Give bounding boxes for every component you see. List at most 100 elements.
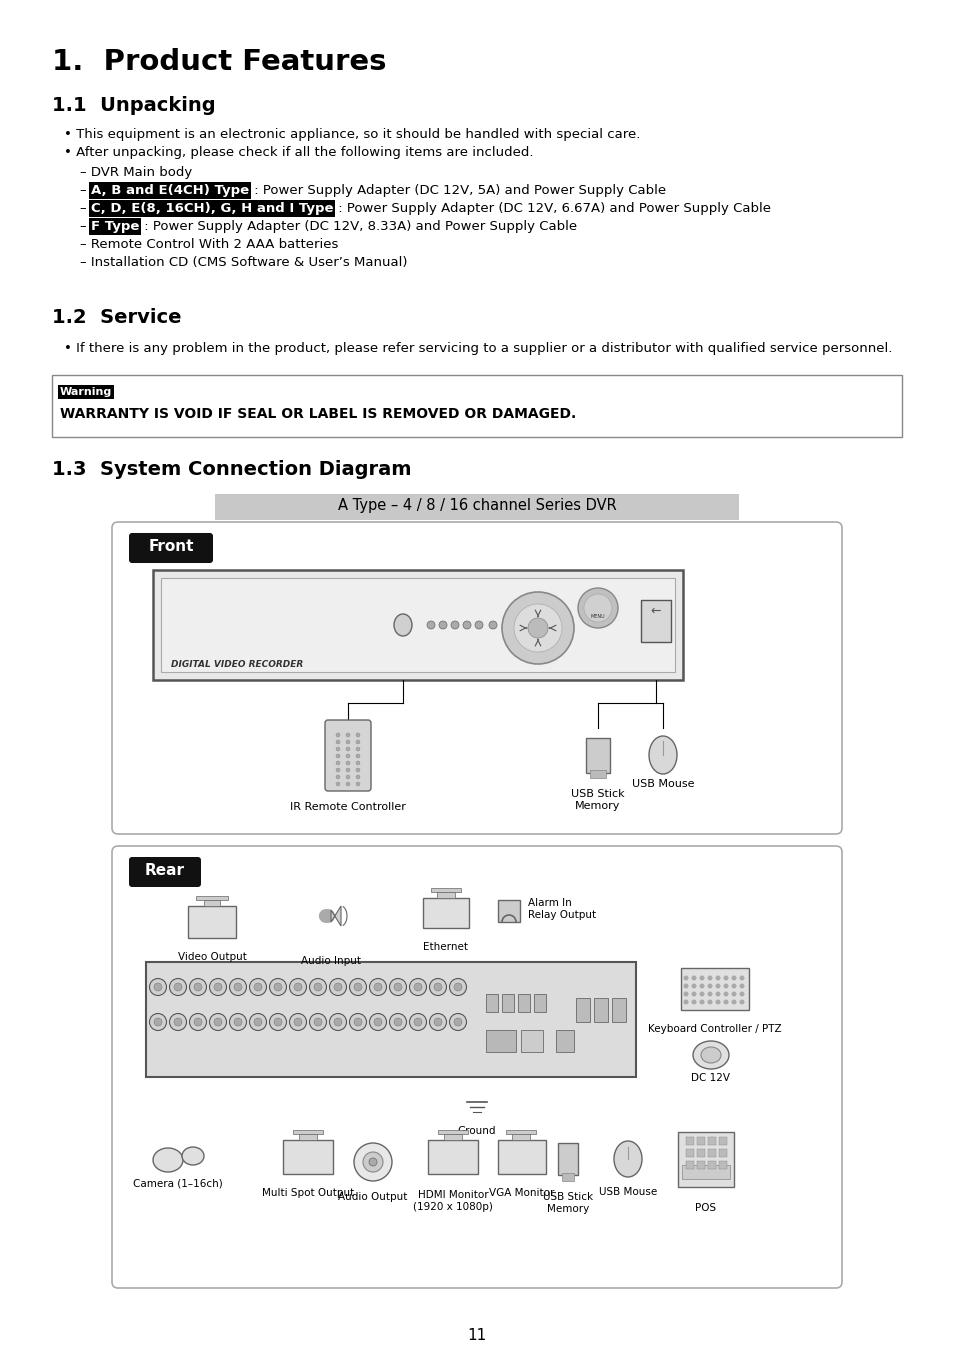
Text: HDMI Monitor
(1920 x 1080p): HDMI Monitor (1920 x 1080p)	[413, 1189, 493, 1211]
FancyBboxPatch shape	[112, 846, 841, 1288]
Text: USB Stick
Memory: USB Stick Memory	[542, 1192, 593, 1214]
Circle shape	[170, 979, 186, 995]
Bar	[719, 1137, 726, 1145]
Circle shape	[355, 782, 359, 786]
Circle shape	[374, 1018, 381, 1026]
Circle shape	[346, 768, 350, 772]
Text: USB Mouse: USB Mouse	[598, 1187, 657, 1197]
Circle shape	[314, 983, 322, 991]
Circle shape	[434, 1018, 441, 1026]
Text: Front: Front	[148, 539, 193, 553]
Text: Audio Output: Audio Output	[338, 1192, 407, 1202]
Circle shape	[329, 1014, 346, 1030]
Bar	[685, 1137, 693, 1145]
Circle shape	[190, 1014, 206, 1030]
Text: – Installation CD (CMS Software & User’s Manual): – Installation CD (CMS Software & User’s…	[80, 256, 407, 269]
Bar	[428, 1139, 477, 1174]
Circle shape	[454, 1018, 461, 1026]
FancyBboxPatch shape	[129, 533, 213, 563]
Circle shape	[578, 589, 618, 628]
Circle shape	[707, 984, 712, 988]
Circle shape	[294, 983, 302, 991]
Bar	[431, 888, 460, 892]
Circle shape	[233, 983, 242, 991]
Circle shape	[449, 1014, 466, 1030]
Text: 1.  Product Features: 1. Product Features	[52, 49, 386, 76]
Ellipse shape	[394, 614, 412, 636]
Bar	[556, 1030, 574, 1052]
Circle shape	[210, 1014, 226, 1030]
Circle shape	[527, 618, 547, 639]
FancyBboxPatch shape	[161, 578, 675, 672]
Text: VGA Monitor: VGA Monitor	[489, 1188, 554, 1197]
Circle shape	[414, 983, 421, 991]
Circle shape	[274, 983, 282, 991]
Circle shape	[335, 755, 339, 757]
Bar	[697, 1149, 704, 1157]
Circle shape	[335, 775, 339, 779]
Circle shape	[427, 621, 435, 629]
Circle shape	[335, 768, 339, 772]
Circle shape	[153, 983, 162, 991]
Circle shape	[739, 976, 743, 980]
Text: POS: POS	[695, 1203, 716, 1214]
Bar	[640, 599, 670, 643]
Circle shape	[355, 733, 359, 737]
Circle shape	[355, 768, 359, 772]
Text: Rear: Rear	[145, 863, 185, 878]
Text: Audio Input: Audio Input	[301, 956, 360, 967]
Bar	[707, 1161, 716, 1169]
Bar	[585, 738, 609, 774]
Bar	[497, 900, 519, 922]
Text: USB Mouse: USB Mouse	[631, 779, 694, 788]
Circle shape	[253, 1018, 262, 1026]
Bar	[719, 1161, 726, 1169]
FancyBboxPatch shape	[152, 570, 682, 680]
Bar	[697, 1137, 704, 1145]
Circle shape	[699, 976, 703, 980]
Text: A Type – 4 / 8 / 16 channel Series DVR: A Type – 4 / 8 / 16 channel Series DVR	[337, 498, 616, 513]
Circle shape	[414, 1018, 421, 1026]
Text: USB Stick
Memory: USB Stick Memory	[571, 788, 624, 810]
Circle shape	[682, 984, 688, 988]
Circle shape	[213, 1018, 222, 1026]
Circle shape	[739, 984, 743, 988]
Circle shape	[230, 1014, 246, 1030]
Circle shape	[682, 999, 688, 1004]
Circle shape	[355, 775, 359, 779]
Circle shape	[334, 983, 341, 991]
Circle shape	[314, 1018, 322, 1026]
Bar	[501, 994, 514, 1012]
Circle shape	[462, 621, 471, 629]
Text: : Power Supply Adapter (DC 12V, 6.67A) and Power Supply Cable: : Power Supply Adapter (DC 12V, 6.67A) a…	[334, 202, 771, 215]
Circle shape	[346, 740, 350, 744]
Ellipse shape	[614, 1141, 641, 1177]
Circle shape	[682, 991, 688, 996]
Circle shape	[230, 979, 246, 995]
Circle shape	[389, 1014, 406, 1030]
FancyBboxPatch shape	[129, 857, 201, 887]
FancyBboxPatch shape	[52, 375, 901, 437]
Bar	[680, 968, 748, 1010]
Circle shape	[449, 979, 466, 995]
Bar	[685, 1149, 693, 1157]
Bar	[697, 1161, 704, 1169]
Text: WARRANTY IS VOID IF SEAL OR LABEL IS REMOVED OR DAMAGED.: WARRANTY IS VOID IF SEAL OR LABEL IS REM…	[60, 406, 576, 421]
Ellipse shape	[369, 1158, 376, 1166]
Bar	[685, 1161, 693, 1169]
Text: ←: ←	[650, 605, 660, 618]
Circle shape	[355, 740, 359, 744]
Bar	[719, 1149, 726, 1157]
Text: Alarm In
Relay Output: Alarm In Relay Output	[527, 898, 596, 919]
Circle shape	[193, 983, 202, 991]
Circle shape	[722, 976, 728, 980]
Text: –: –	[80, 202, 91, 215]
Bar	[422, 898, 469, 927]
Bar	[204, 900, 220, 906]
Bar	[512, 1134, 530, 1139]
Bar	[436, 892, 455, 898]
Circle shape	[335, 782, 339, 786]
Circle shape	[349, 979, 366, 995]
Ellipse shape	[648, 736, 677, 774]
Text: • After unpacking, please check if all the following items are included.: • After unpacking, please check if all t…	[64, 146, 533, 159]
